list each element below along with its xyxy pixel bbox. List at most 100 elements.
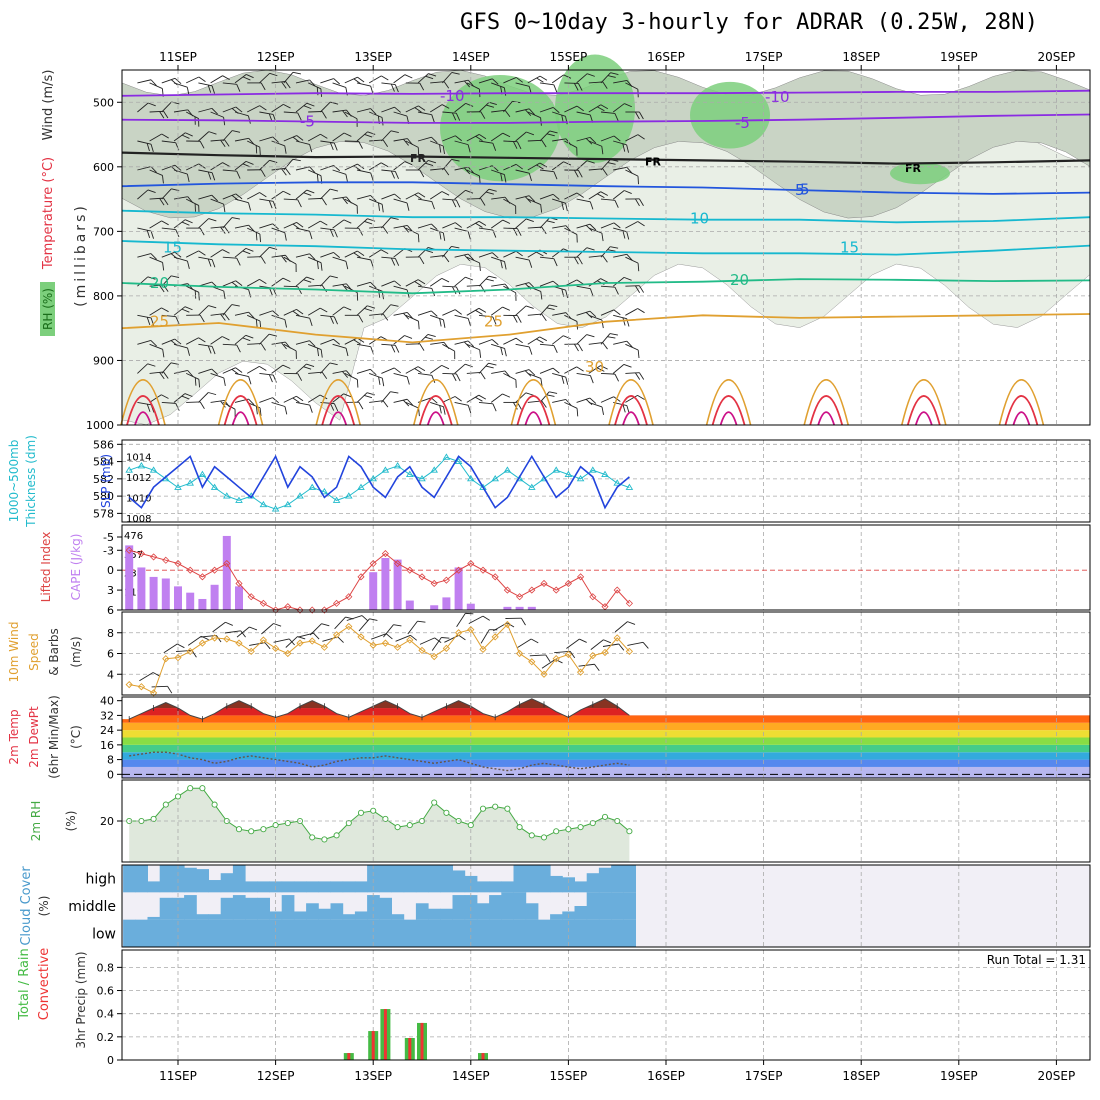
wind-barb	[490, 132, 511, 142]
wind-barb-staff	[308, 256, 322, 264]
wind-barb-staff	[246, 366, 260, 374]
wind-barb	[576, 372, 594, 384]
wind-barb-flag	[211, 172, 216, 181]
wind-barb	[151, 685, 173, 694]
wind-barb-flag	[478, 394, 487, 400]
wind-barb-staff	[320, 314, 335, 318]
wind-barb-flag	[515, 163, 523, 170]
wind-barb-staff	[491, 82, 505, 89]
wind-speed-marker	[406, 636, 414, 644]
rh2m-marker	[260, 826, 267, 833]
wind-barb-flag	[465, 102, 474, 107]
wind-barb-flag	[504, 261, 507, 270]
cloud-cover-bar	[379, 865, 392, 893]
wind-barb	[417, 111, 435, 123]
wind-barb-staff	[503, 140, 518, 143]
cloud-cover-bar	[586, 873, 600, 893]
wind-barb	[429, 104, 450, 113]
wind-barb-flag	[281, 168, 287, 176]
thickness-marker	[308, 483, 316, 490]
wind-barb	[454, 102, 474, 113]
thickness-tick-label: 580	[93, 490, 114, 503]
cloud-cover-bar	[440, 908, 453, 920]
cloud-cover-bar	[245, 881, 258, 893]
wind-barb-flag	[199, 141, 205, 149]
cape-bar	[405, 600, 414, 610]
wind-barb-flag	[240, 630, 246, 638]
wind-barb-flag	[282, 364, 291, 369]
wind-barb	[600, 135, 621, 142]
wind-barb-staff	[478, 140, 493, 144]
wind-barb-flag	[563, 161, 572, 166]
wind-barb-flag	[309, 318, 313, 327]
wind-barb	[393, 335, 413, 345]
wind-barb-flag	[385, 633, 393, 640]
cloud-cover-bar	[428, 919, 441, 947]
wind-barb-flag	[181, 395, 190, 400]
wind-barb	[234, 198, 252, 211]
wind-barb-flag	[316, 174, 319, 183]
wind-barb	[417, 136, 438, 144]
wind-barb-flag	[147, 276, 156, 280]
wind-barb	[600, 72, 619, 84]
wind-barb-flag	[596, 367, 605, 372]
wind-barb-flag	[194, 377, 197, 386]
thickness-marker	[576, 474, 585, 482]
cloud-cover-bar	[184, 919, 197, 947]
wind-barb-flag	[639, 111, 644, 120]
wind-barb	[259, 198, 277, 209]
wind-barb-staff	[393, 138, 408, 142]
wind-barb	[173, 370, 194, 377]
isotherm-line	[121, 313, 1091, 344]
cloud-cover-bar	[391, 914, 405, 920]
wind-barb-staff	[149, 82, 163, 90]
wind-barb-staff	[405, 105, 419, 113]
axis-label-wind10m: 10m Wind	[7, 622, 21, 683]
wind-barb-flag	[242, 250, 251, 255]
wind-barb	[210, 226, 230, 234]
wind-speed-marker	[381, 639, 390, 647]
wind-barb-flag	[260, 169, 266, 177]
wind-barb-flag	[296, 222, 304, 228]
wind-barb-flag	[283, 103, 291, 109]
rh2m-marker	[211, 801, 218, 808]
wind-barb-staff	[369, 285, 383, 292]
wind-barb-staff	[308, 197, 323, 200]
wind-barb-staff	[393, 198, 408, 204]
wind-barb-flag	[536, 251, 544, 257]
isotherm-line	[1004, 395, 1039, 426]
wind-barb-flag	[309, 231, 313, 240]
wind-barb-staff	[588, 365, 601, 374]
wind-barb-staff	[307, 220, 321, 229]
wind-barb-flag	[451, 112, 457, 121]
axis-label-wind-units: (m/s)	[69, 636, 83, 667]
wind-barb-flag	[536, 164, 544, 170]
wind-barb-flag	[516, 141, 522, 150]
wind-barb-flag	[465, 363, 473, 368]
temperature-band-group	[122, 698, 1090, 778]
wind-barb-flag	[284, 406, 288, 415]
wind-barb-flag	[381, 75, 389, 81]
wind-barb-flag	[488, 101, 497, 105]
wind-barb-staff	[285, 636, 298, 648]
wind-barb	[566, 638, 587, 649]
wind-barb-flag	[321, 198, 327, 206]
wind-barb-staff	[344, 372, 358, 380]
wind-barb-flag	[150, 230, 154, 239]
cloud-cover-bar	[428, 908, 441, 920]
wind-barb-flag	[526, 131, 535, 136]
wind-barb-flag	[431, 201, 435, 210]
wind-barb	[259, 246, 278, 258]
axis-label-rh2m-units: (%)	[64, 811, 78, 832]
cloud-cover-bar	[232, 895, 246, 920]
wind-barb-staff	[454, 227, 469, 232]
precip-convective-bar	[371, 1031, 375, 1060]
wind-barb	[161, 227, 180, 238]
wind-barb-staff	[600, 111, 615, 114]
rh2m-marker	[382, 815, 389, 823]
wind-barb-staff	[222, 304, 233, 316]
wind-barb-flag	[292, 397, 300, 403]
thickness-marker	[149, 466, 158, 473]
thickness-marker	[491, 474, 499, 482]
wind-barb-staff	[259, 397, 273, 403]
